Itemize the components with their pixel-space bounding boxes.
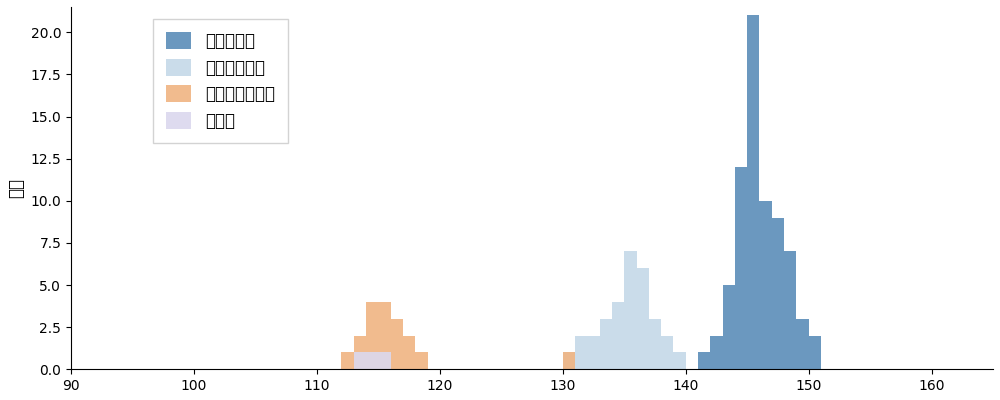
Bar	[563, 352, 575, 369]
Bar	[563, 352, 575, 369]
Y-axis label: 球数: 球数	[7, 178, 25, 198]
Bar	[772, 218, 784, 369]
Bar	[673, 352, 686, 369]
Bar	[403, 336, 415, 369]
Legend: ストレート, カットボール, チェンジアップ, カーブ: ストレート, カットボール, チェンジアップ, カーブ	[153, 19, 288, 143]
Bar	[796, 319, 809, 369]
Bar	[378, 352, 391, 369]
Bar	[698, 352, 710, 369]
Bar	[649, 319, 661, 369]
Bar	[366, 302, 378, 369]
Bar	[784, 251, 796, 369]
Bar	[809, 336, 821, 369]
Bar	[366, 352, 378, 369]
Bar	[735, 167, 747, 369]
Bar	[637, 268, 649, 369]
Bar	[341, 352, 354, 369]
Bar	[624, 251, 637, 369]
Bar	[575, 336, 587, 369]
Bar	[415, 352, 428, 369]
Bar	[600, 319, 612, 369]
Bar	[587, 336, 600, 369]
Bar	[723, 285, 735, 369]
Bar	[391, 319, 403, 369]
Bar	[612, 302, 624, 369]
Bar	[710, 336, 723, 369]
Bar	[378, 302, 391, 369]
Bar	[354, 336, 366, 369]
Bar	[759, 201, 772, 369]
Bar	[661, 336, 673, 369]
Bar	[747, 15, 759, 369]
Bar	[354, 352, 366, 369]
